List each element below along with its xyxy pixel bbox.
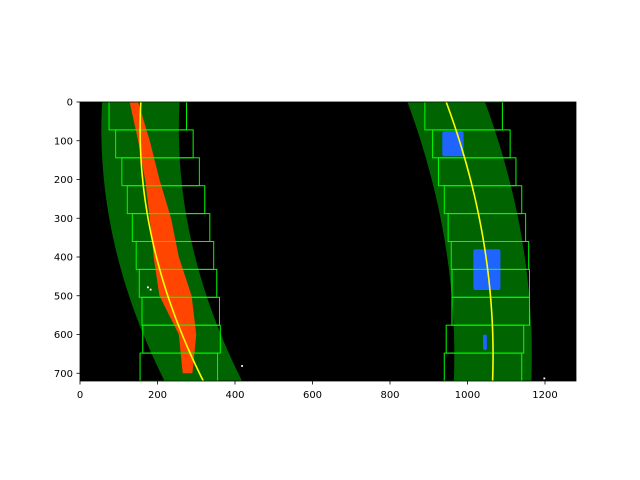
y-tick-label: 200 (54, 175, 73, 186)
axes: 0 200 400 600 800 1000 1200 0 100 200 300 400 500 600… (54, 98, 577, 401)
x-tick-label: 1000 (455, 390, 480, 401)
noise-point-0 (147, 286, 149, 289)
lane-pixels-right-2 (483, 334, 487, 350)
y-tick-label: 100 (54, 136, 73, 147)
search-window-left-9 (108, 102, 188, 131)
x-tick-label: 800 (380, 390, 399, 401)
y-tick-label: 600 (54, 330, 73, 341)
noise-point-3 (543, 377, 546, 380)
x-tick-label: 600 (303, 390, 322, 401)
x-tick-label: 200 (148, 390, 167, 401)
fit-line-left (139, 102, 205, 381)
y-tick-label: 400 (54, 253, 73, 264)
fit-line-right (445, 102, 494, 381)
y-tick-label: 300 (54, 214, 73, 225)
lane-pixels-left (129, 102, 197, 374)
y-tick-label: 0 (67, 98, 73, 109)
plot-area (80, 102, 576, 381)
image-layer (80, 102, 576, 381)
y-tick-label: 700 (54, 369, 73, 380)
search-window-right-9 (424, 102, 503, 131)
noise-point-1 (149, 288, 152, 291)
x-tick-label: 0 (77, 390, 83, 401)
noise-point-2 (241, 365, 243, 367)
axes-frame (79, 101, 577, 382)
y-tick-label: 500 (54, 291, 73, 302)
x-tick-label: 400 (225, 390, 244, 401)
x-tick-label: 1200 (532, 390, 557, 401)
